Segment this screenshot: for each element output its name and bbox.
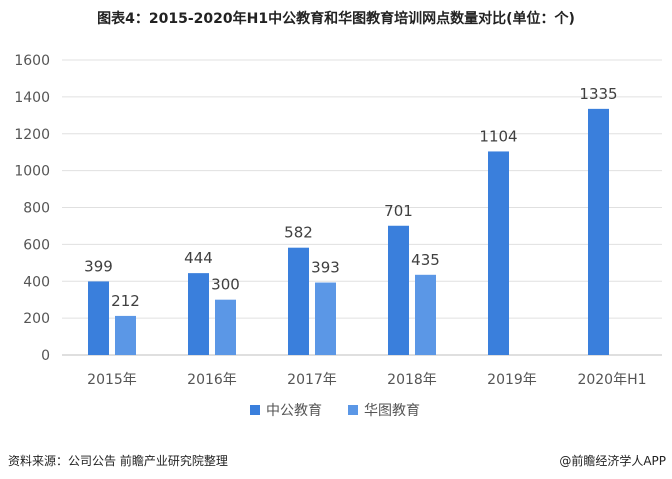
x-tick-label: 2015年 [87, 372, 137, 388]
y-tick-label: 600 [23, 237, 50, 253]
legend-swatch [348, 405, 358, 415]
data-labels: 399 212 444 300 582 393 701 435 1104 1335 [84, 85, 617, 310]
y-tick-label: 1200 [14, 127, 50, 143]
x-tick-label: 2016年 [187, 372, 237, 388]
legend-label: 中公教育 [266, 403, 322, 419]
chart-title: 图表4：2015-2020年H1中公教育和华图教育培训网点数量对比(单位：个) [97, 11, 575, 27]
data-label: 300 [211, 276, 240, 294]
bar-huatu [115, 315, 136, 355]
y-axis-ticks: 0 200 400 600 800 1000 1200 1400 1600 [14, 53, 50, 364]
x-tick-label: 2018年 [387, 372, 437, 388]
y-tick-label: 1600 [14, 53, 50, 69]
bar-huatu [315, 282, 336, 355]
data-label: 1104 [479, 127, 517, 145]
data-label: 435 [411, 251, 440, 269]
bar-huatu [215, 299, 236, 355]
data-label: 582 [284, 224, 313, 242]
source-note: 资料来源：公司公告 前瞻产业研究院整理 [8, 454, 228, 468]
data-label: 701 [384, 202, 413, 220]
bar-huatu [415, 274, 436, 355]
bar-offcn [288, 247, 309, 355]
x-tick-label: 2017年 [287, 372, 337, 388]
data-label: 444 [184, 249, 213, 267]
x-axis-ticks: 2015年 2016年 2017年 2018年 2019年 2020年H1 [87, 372, 646, 388]
bar-offcn [588, 108, 609, 355]
data-label: 399 [84, 257, 113, 275]
brand-note: @前瞻经济学人APP [559, 454, 666, 468]
bar-offcn [388, 225, 409, 355]
y-tick-label: 200 [23, 311, 50, 327]
legend: 中公教育 华图教育 [250, 403, 420, 419]
data-label: 1335 [579, 85, 617, 103]
y-tick-label: 1000 [14, 164, 50, 180]
gridlines [62, 59, 662, 356]
y-tick-label: 1400 [14, 90, 50, 106]
bar-offcn [188, 273, 209, 355]
bar-offcn [488, 151, 509, 355]
data-label: 393 [311, 259, 340, 277]
y-tick-label: 800 [23, 201, 50, 217]
data-label: 212 [111, 292, 140, 310]
y-tick-label: 0 [41, 348, 50, 364]
legend-label: 华图教育 [364, 403, 420, 419]
y-tick-label: 400 [23, 274, 50, 290]
legend-swatch [250, 405, 260, 415]
bars [88, 108, 609, 355]
x-tick-label: 2019年 [487, 372, 537, 388]
x-tick-label: 2020年H1 [577, 372, 646, 388]
bar-offcn [88, 281, 109, 355]
